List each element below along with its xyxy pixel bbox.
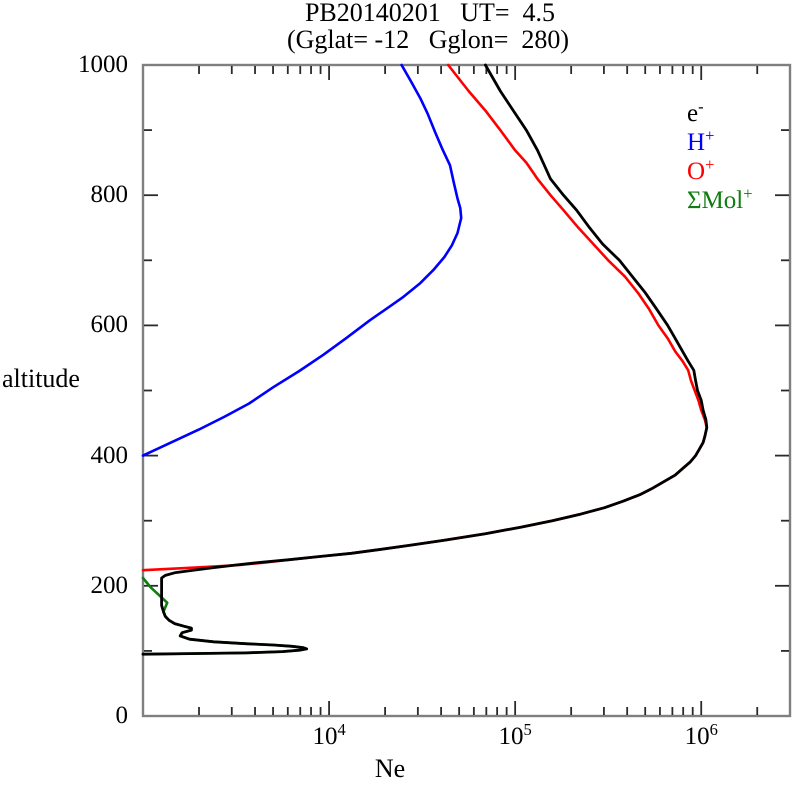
legend-item-e-: e-	[687, 96, 704, 127]
y-tick-label-0: 0	[115, 702, 129, 729]
y-tick-label-1000: 1000	[78, 51, 128, 78]
x-tick-label-1e4: 104	[312, 719, 346, 750]
y-tick-label-200: 200	[90, 571, 129, 599]
series-h+-curve	[141, 63, 463, 457]
series-e--curve	[141, 63, 709, 656]
chart-title: PB20140201 UT= 4.5	[304, 0, 556, 27]
legend-item-mol+: ΣMol+	[687, 183, 753, 214]
x-tick-label-1e6: 106	[684, 719, 718, 750]
axes-frame	[141, 63, 792, 718]
y-tick-label-800: 800	[90, 181, 129, 209]
series-o+-curve	[141, 63, 709, 572]
legend-item-h+: H+	[687, 125, 715, 156]
y-tick-label-400: 400	[90, 441, 129, 469]
chart-subtitle: (Gglat= -12 Gglon= 280)	[286, 25, 570, 54]
y-axis-label: altitude	[2, 364, 80, 393]
x-axis-label: Ne	[374, 754, 406, 783]
legend-item-o+: O+	[687, 154, 715, 185]
x-tick-label-1e5: 105	[498, 719, 532, 750]
y-tick-label-600: 600	[90, 311, 129, 339]
